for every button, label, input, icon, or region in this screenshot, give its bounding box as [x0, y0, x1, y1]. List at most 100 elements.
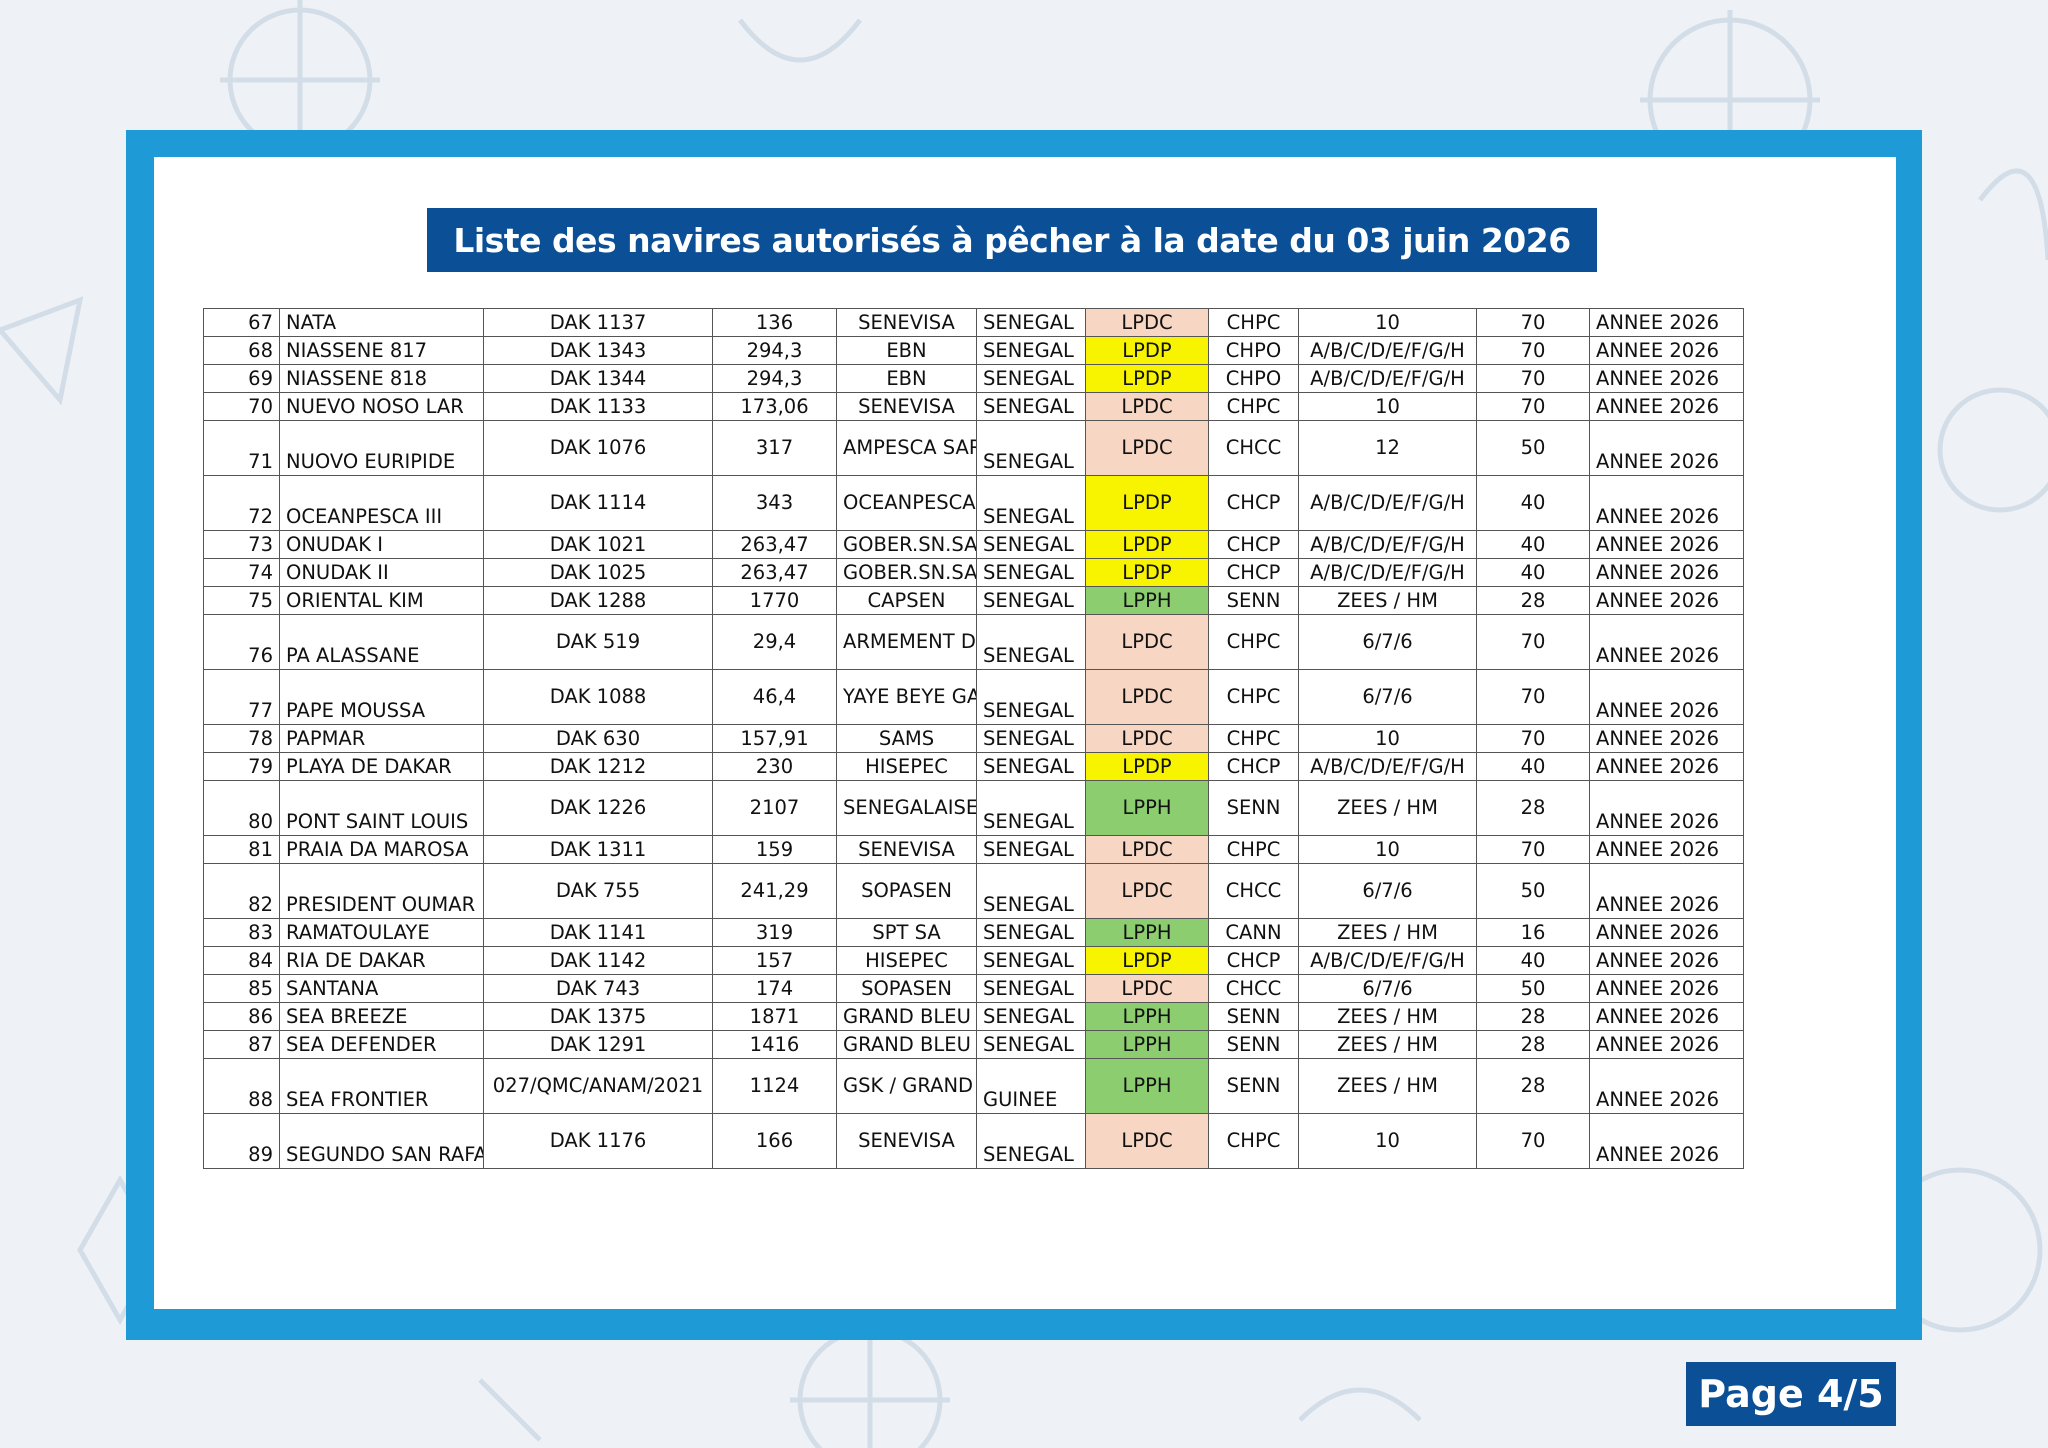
tonnage-cell: 294,3 [712, 364, 837, 393]
vessel-name-cell: SEA BREEZE [279, 1002, 484, 1031]
licence-type-cell: LPDP [1085, 752, 1209, 781]
fishing-zones-cell: A/B/C/D/E/F/G/H [1298, 946, 1477, 975]
validity-period-cell: ANNEE 2026 [1589, 780, 1744, 836]
flag-cell: SENEGAL [976, 1002, 1086, 1031]
row-number-cell: 68 [203, 336, 280, 365]
row-number-cell: 67 [203, 308, 280, 337]
table-row: 84 RIA DE DAKAR DAK 1142 157 HISEPEC SENEGAL L… [203, 946, 1744, 975]
value-cell: 70 [1476, 364, 1590, 393]
gear-type-cell: SENN [1208, 1002, 1299, 1031]
row-number-cell: 80 [203, 780, 280, 836]
vessel-name-cell: PAPMAR [279, 724, 484, 753]
owner-cell: SOPASEN [836, 974, 977, 1003]
fishing-zones-cell: 12 [1298, 420, 1477, 476]
vessel-name-cell: PRESIDENT OUMAR DIALLO [279, 863, 484, 919]
gear-type-cell: CHCC [1208, 974, 1299, 1003]
gear-type-cell: SENN [1208, 1058, 1299, 1114]
row-number-cell: 71 [203, 420, 280, 476]
tonnage-cell: 166 [712, 1113, 837, 1169]
row-number-cell: 88 [203, 1058, 280, 1114]
licence-type-cell: LPPH [1085, 1002, 1209, 1031]
registration-cell: DAK 1212 [483, 752, 713, 781]
tonnage-cell: 29,4 [712, 614, 837, 670]
value-cell: 70 [1476, 392, 1590, 421]
gear-type-cell: CHCP [1208, 530, 1299, 559]
owner-cell: SENEVISA [836, 308, 977, 337]
vessel-name-cell: PA ALASSANE [279, 614, 484, 670]
validity-period-cell: ANNEE 2026 [1589, 724, 1744, 753]
flag-cell: SENEGAL [976, 724, 1086, 753]
licence-type-cell: LPDC [1085, 1113, 1209, 1169]
table-row: 75 ORIENTAL KIM DAK 1288 1770 CAPSEN SENEGAL L… [203, 586, 1744, 615]
registration-cell: DAK 1133 [483, 392, 713, 421]
fishing-zones-cell: ZEES / HM [1298, 1058, 1477, 1114]
fishing-zones-cell: A/B/C/D/E/F/G/H [1298, 475, 1477, 531]
registration-cell: DAK 1114 [483, 475, 713, 531]
row-number-cell: 84 [203, 946, 280, 975]
table-row: 87 SEA DEFENDER DAK 1291 1416 GRAND BLEU SENE… [203, 1030, 1744, 1059]
fan-shell-icon [738, 18, 862, 63]
value-cell: 70 [1476, 336, 1590, 365]
gear-type-cell: CANN [1208, 918, 1299, 947]
table-row: 69 NIASSENE 818 DAK 1344 294,3 EBN SENEGAL LPD… [203, 364, 1744, 393]
vessel-name-cell: OCEANPESCA III [279, 475, 484, 531]
value-cell: 28 [1476, 1058, 1590, 1114]
vessel-name-cell: SEGUNDO SAN RAFAEL [279, 1113, 484, 1169]
validity-period-cell: ANNEE 2026 [1589, 308, 1744, 337]
validity-period-cell: ANNEE 2026 [1589, 586, 1744, 615]
flag-cell: SENEGAL [976, 752, 1086, 781]
owner-cell: EBN [836, 364, 977, 393]
validity-period-cell: ANNEE 2026 [1589, 863, 1744, 919]
licence-type-cell: LPDC [1085, 308, 1209, 337]
flag-cell: SENEGAL [976, 364, 1086, 393]
table-row: 74 ONUDAK II DAK 1025 263,47 GOBER.SN.SA SENE… [203, 558, 1744, 587]
vessel-name-cell: PLAYA DE DAKAR [279, 752, 484, 781]
fishing-zones-cell: 10 [1298, 835, 1477, 864]
tonnage-cell: 136 [712, 308, 837, 337]
value-cell: 40 [1476, 946, 1590, 975]
licence-type-cell: LPDC [1085, 724, 1209, 753]
tonnage-cell: 174 [712, 974, 837, 1003]
fishing-zones-cell: 10 [1298, 308, 1477, 337]
registration-cell: DAK 1021 [483, 530, 713, 559]
licence-type-cell: LPDC [1085, 835, 1209, 864]
owner-cell: OCEANPESCA II [836, 475, 977, 531]
owner-cell: CAPSEN [836, 586, 977, 615]
owner-cell: GSK / GRAND BLEU [836, 1058, 977, 1114]
gear-type-cell: CHCP [1208, 475, 1299, 531]
fishing-zones-cell: 6/7/6 [1298, 863, 1477, 919]
fishing-zones-cell: ZEES / HM [1298, 1002, 1477, 1031]
flag-cell: SENEGAL [976, 392, 1086, 421]
registration-cell: DAK 1025 [483, 558, 713, 587]
tonnage-cell: 173,06 [712, 392, 837, 421]
licence-type-cell: LPDC [1085, 669, 1209, 725]
registration-cell: DAK 1142 [483, 946, 713, 975]
table-row: 86 SEA BREEZE DAK 1375 1871 GRAND BLEU SENEGA… [203, 1002, 1744, 1031]
owner-cell: SENEVISA [836, 1113, 977, 1169]
vessel-name-cell: PRAIA DA MAROSA [279, 835, 484, 864]
flag-cell: SENEGAL [976, 946, 1086, 975]
row-number-cell: 70 [203, 392, 280, 421]
licence-type-cell: LPDP [1085, 946, 1209, 975]
gear-type-cell: CHPC [1208, 835, 1299, 864]
value-cell: 50 [1476, 974, 1590, 1003]
licence-type-cell: LPDP [1085, 364, 1209, 393]
value-cell: 70 [1476, 835, 1590, 864]
fishing-zones-cell: A/B/C/D/E/F/G/H [1298, 530, 1477, 559]
gear-type-cell: CHPO [1208, 364, 1299, 393]
owner-cell: AMPESCA SARL [836, 420, 977, 476]
gear-type-cell: SENN [1208, 780, 1299, 836]
value-cell: 40 [1476, 475, 1590, 531]
licence-type-cell: LPPH [1085, 1030, 1209, 1059]
validity-period-cell: ANNEE 2026 [1589, 974, 1744, 1003]
vessel-name-cell: ORIENTAL KIM [279, 586, 484, 615]
gear-type-cell: CHCP [1208, 946, 1299, 975]
row-number-cell: 69 [203, 364, 280, 393]
value-cell: 70 [1476, 308, 1590, 337]
owner-cell: EBN [836, 336, 977, 365]
value-cell: 70 [1476, 724, 1590, 753]
flag-cell: SENEGAL [976, 780, 1086, 836]
fishing-zones-cell: ZEES / HM [1298, 586, 1477, 615]
fishing-zones-cell: ZEES / HM [1298, 780, 1477, 836]
validity-period-cell: ANNEE 2026 [1589, 1058, 1744, 1114]
